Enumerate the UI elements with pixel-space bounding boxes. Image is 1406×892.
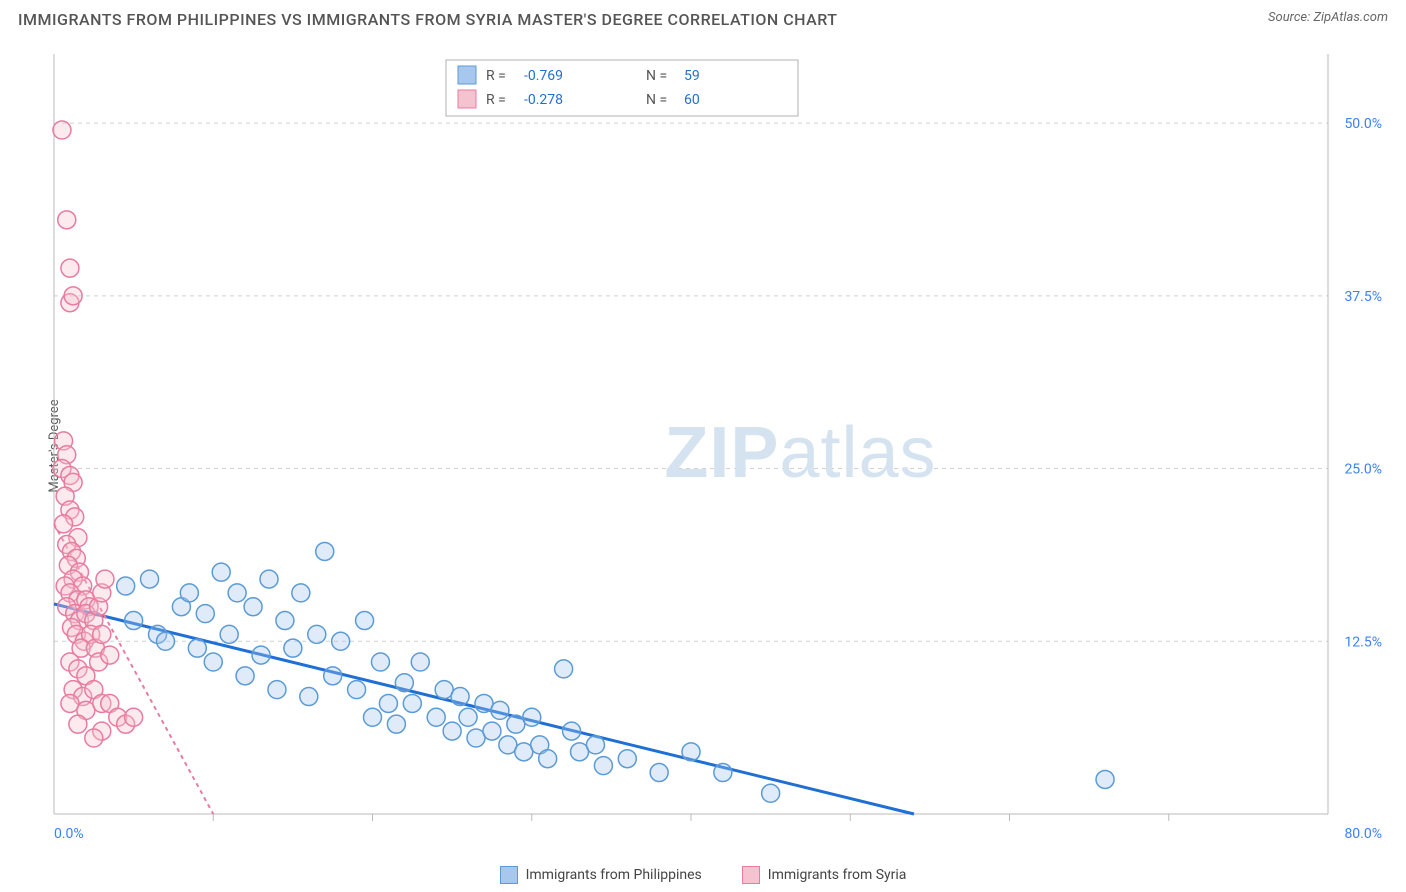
- source-name: ZipAtlas.com: [1313, 10, 1388, 25]
- source-attribution: Source: ZipAtlas.com: [1268, 10, 1388, 25]
- legend-label-philippines: Immigrants from Philippines: [526, 867, 702, 883]
- chart-area: 12.5% 25.0% 37.5% 50.0% ZIPatlas 0.0% 80.0% R =…: [48, 48, 1388, 842]
- svg-text:-0.769: -0.769: [524, 68, 563, 84]
- legend-swatch-philippines: [500, 866, 518, 884]
- svg-text:59: 59: [684, 68, 700, 84]
- scatter-plot-svg: 12.5% 25.0% 37.5% 50.0% ZIPatlas 0.0% 80.0% R =…: [48, 48, 1388, 842]
- legend-item-philippines: Immigrants from Philippines: [500, 866, 702, 884]
- chart-title: IMMIGRANTS FROM PHILIPPINES VS IMMIGRANT…: [18, 10, 838, 29]
- source-prefix: Source:: [1268, 10, 1313, 25]
- legend-swatch-syria: [742, 866, 760, 884]
- svg-text:-0.278: -0.278: [524, 92, 563, 108]
- bottom-legend: Immigrants from Philippines Immigrants f…: [0, 866, 1406, 884]
- svg-text:0.0%: 0.0%: [54, 826, 84, 842]
- svg-text:N =: N =: [646, 92, 667, 108]
- svg-text:37.5%: 37.5%: [1344, 289, 1382, 305]
- legend-item-syria: Immigrants from Syria: [742, 866, 907, 884]
- svg-text:25.0%: 25.0%: [1344, 462, 1382, 478]
- svg-text:R =: R =: [486, 92, 506, 108]
- svg-text:ZIPatlas: ZIPatlas: [664, 413, 936, 493]
- svg-text:60: 60: [684, 92, 700, 108]
- svg-text:80.0%: 80.0%: [1344, 826, 1382, 842]
- svg-text:50.0%: 50.0%: [1344, 116, 1382, 132]
- svg-text:12.5%: 12.5%: [1344, 634, 1382, 650]
- svg-text:R =: R =: [486, 68, 506, 84]
- svg-text:N =: N =: [646, 68, 667, 84]
- legend-label-syria: Immigrants from Syria: [768, 867, 907, 883]
